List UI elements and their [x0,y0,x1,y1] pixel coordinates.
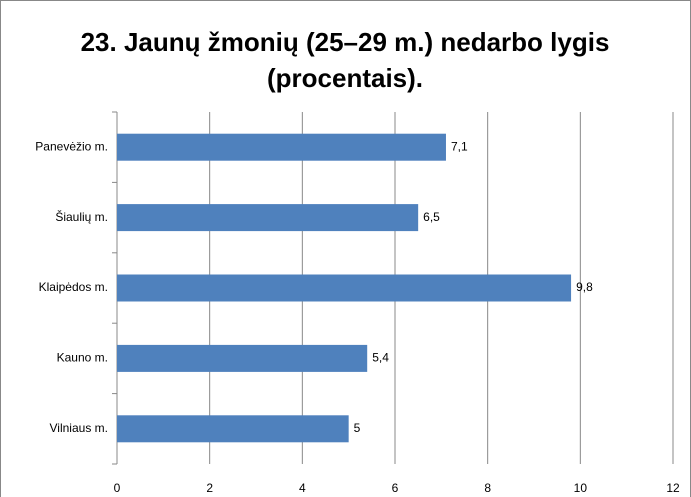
y-tick-label: Kauno m. [57,351,108,365]
y-tick-label: Klaipėdos m. [39,280,108,294]
data-label: 5 [354,421,361,435]
x-tick-label: 8 [484,481,491,495]
bar [117,344,368,372]
y-tick-label: Vilniaus m. [50,421,108,435]
chart-title: 23. Jaunų žmonių (25–29 m.) nedarbo lygi… [80,27,610,93]
data-label: 6,5 [423,210,440,224]
bar [117,204,419,232]
data-label: 7,1 [451,139,468,153]
x-tick-label: 12 [666,481,680,495]
bar [117,274,572,302]
x-tick-label: 0 [114,481,121,495]
x-tick-label: 2 [206,481,213,495]
bar [117,415,349,443]
x-tick-label: 4 [299,481,306,495]
data-label: 5,4 [372,351,389,365]
x-tick-label: 6 [392,481,399,495]
bar [117,133,446,161]
x-tick-label: 10 [574,481,588,495]
y-tick-label: Šiaulių m. [55,209,108,224]
data-label: 9,8 [576,280,593,294]
y-tick-label: Panevėžio m. [35,139,108,153]
